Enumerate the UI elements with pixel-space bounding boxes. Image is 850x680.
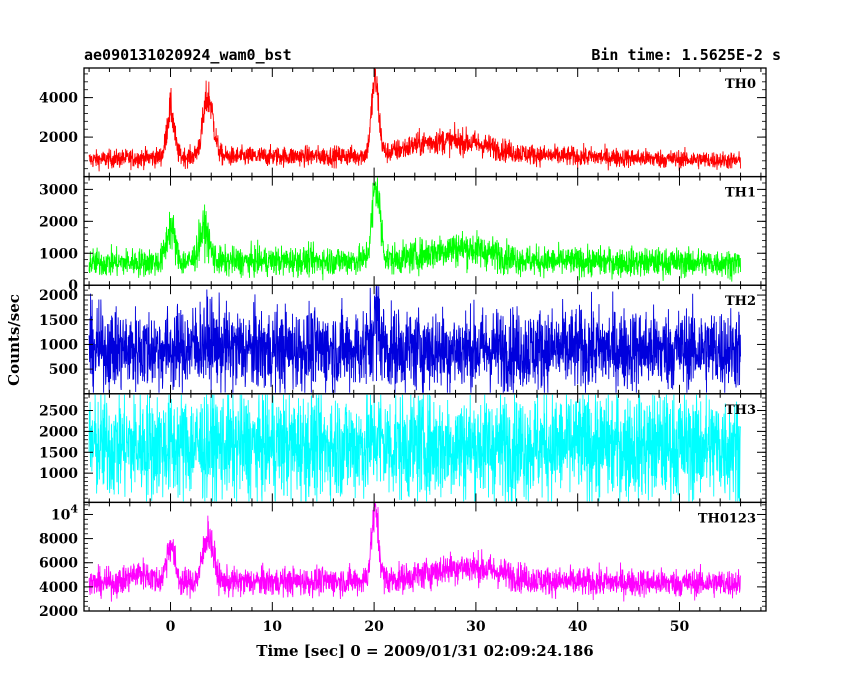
- panel-label-th1: TH1: [725, 186, 756, 201]
- chart-title: ae090131020924_wam0_bst: [84, 46, 292, 64]
- x-tick-label: 40: [568, 619, 588, 635]
- x-tick-label: 50: [670, 619, 690, 635]
- y-tick-label: 2000: [39, 604, 78, 620]
- panel-label-th0: TH0: [725, 77, 756, 92]
- series-line-th0123: [88, 502, 741, 602]
- y-tick-label: 500: [49, 362, 78, 378]
- x-tick-label: 0: [166, 619, 176, 635]
- y-tick-label: 2500: [39, 404, 78, 420]
- y-tick-label: 3000: [39, 182, 78, 198]
- y-tick-label: 6000: [39, 556, 78, 572]
- panel-label-th0123: TH0123: [698, 511, 756, 526]
- panel-label-th3: TH3: [725, 403, 756, 418]
- series-line-th1: [88, 177, 741, 282]
- x-axis-label: Time [sec] 0 = 2009/01/31 02:09:24.186: [256, 642, 593, 660]
- x-tick-label: 20: [364, 619, 384, 635]
- y-tick-label: 1000: [39, 337, 78, 353]
- panel-label-th2: TH2: [725, 294, 756, 309]
- bin-time-label: Bin time: 1.5625E-2 s: [591, 46, 781, 64]
- y-tick-label: 1000: [39, 466, 78, 482]
- series-line-th2: [88, 285, 741, 393]
- y-tick-label: 4000: [39, 91, 78, 107]
- y-tick-label: 104: [51, 502, 78, 523]
- y-tick-label: 1500: [39, 445, 78, 461]
- x-tick-label: 10: [263, 619, 283, 635]
- y-tick-label: 2000: [39, 130, 78, 146]
- x-tick-label: 30: [466, 619, 486, 635]
- y-tick-label: 0: [68, 278, 78, 294]
- series-line-th0: [88, 68, 741, 172]
- series-line-th3: [88, 394, 741, 502]
- panel-frame-th0123: [83, 501, 767, 612]
- y-tick-label: 1000: [39, 246, 78, 262]
- y-tick-label: 2000: [39, 424, 78, 440]
- y-tick-label: 8000: [39, 532, 78, 548]
- y-tick-label: 1500: [39, 313, 78, 329]
- y-tick-label: 2000: [39, 288, 78, 304]
- y-tick-label: 2000: [39, 214, 78, 230]
- y-tick-label: 4000: [39, 580, 78, 596]
- y-axis-label: Counts/sec: [5, 294, 23, 386]
- panel-group: TH020004000TH10100020003000TH25001000150…: [39, 67, 767, 635]
